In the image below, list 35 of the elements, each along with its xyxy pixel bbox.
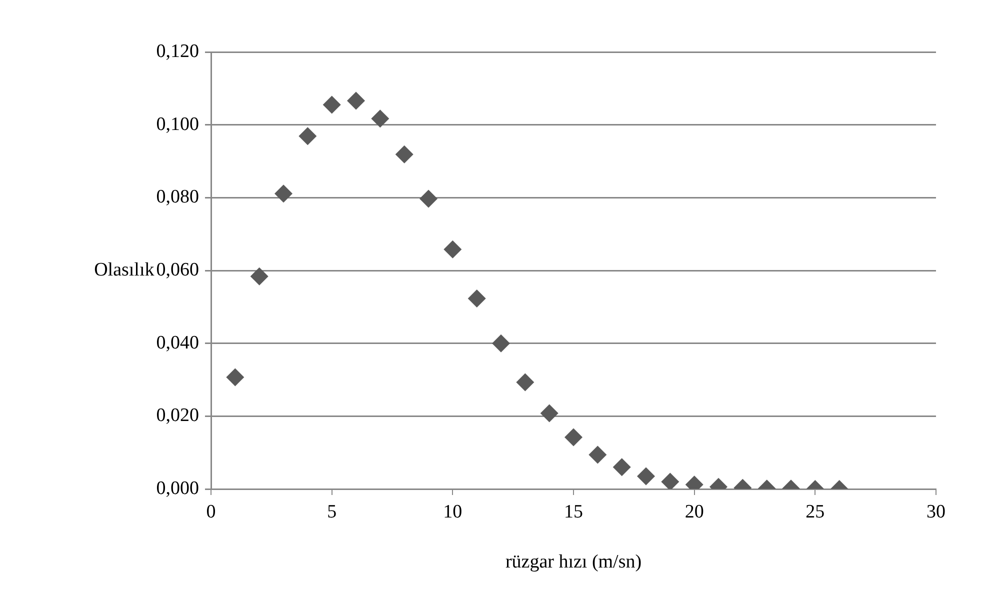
x-tick-label: 30 <box>926 501 946 522</box>
point <box>588 446 607 464</box>
y-tick-label: 0,120 <box>156 40 199 62</box>
x-axis-title: rüzgar hızı (m/sn) <box>505 552 642 573</box>
point <box>420 190 438 208</box>
y-tick-label: 0,080 <box>156 186 199 208</box>
y-axis-title: Olasılık <box>94 259 155 280</box>
point <box>468 290 486 308</box>
x-tick-label: 20 <box>684 501 704 522</box>
point <box>516 373 534 392</box>
y-tick-label: 0,100 <box>156 114 199 135</box>
point <box>322 96 341 114</box>
x-tick-label: 5 <box>327 501 337 522</box>
x-tick-label: 10 <box>443 501 462 522</box>
x-tick-label: 0 <box>206 501 216 522</box>
point <box>395 145 414 164</box>
point <box>250 267 268 286</box>
y-tick-label: 0,040 <box>156 332 199 354</box>
point <box>612 458 631 476</box>
point <box>661 472 680 489</box>
point <box>540 404 558 422</box>
y-tick-label: 0,020 <box>156 405 199 426</box>
point <box>274 184 292 203</box>
point <box>347 92 365 110</box>
y-tick-label: 0,000 <box>156 478 199 499</box>
point <box>371 110 390 128</box>
point <box>444 240 462 258</box>
point <box>492 334 510 352</box>
y-tick-label: 0,060 <box>156 259 199 280</box>
point <box>637 467 655 486</box>
x-tick-label: 15 <box>564 501 583 522</box>
x-tick-label: 25 <box>806 501 825 522</box>
point <box>226 368 244 386</box>
point <box>564 428 582 446</box>
point <box>298 127 317 146</box>
